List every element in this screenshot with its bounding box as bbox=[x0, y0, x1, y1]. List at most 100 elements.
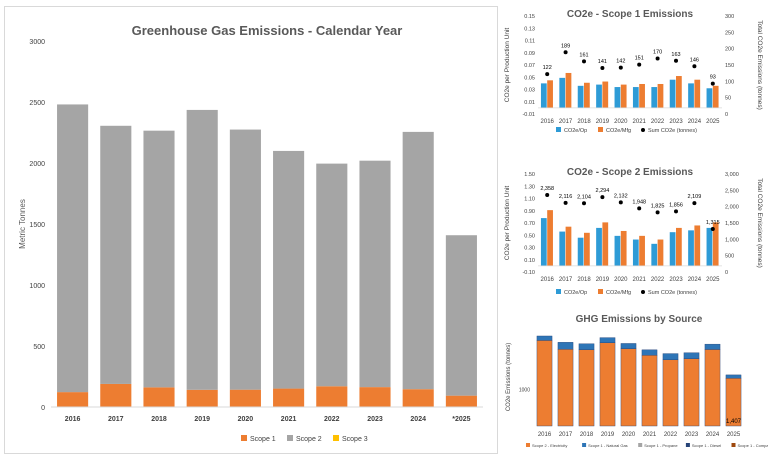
y-tick-label: 0.05 bbox=[524, 75, 535, 81]
y-tick-label: 1.10 bbox=[524, 197, 535, 203]
scatter-point bbox=[710, 81, 715, 86]
bar bbox=[639, 83, 645, 108]
bar-segment bbox=[641, 355, 658, 427]
scatter-point bbox=[692, 64, 697, 69]
legend-swatch bbox=[333, 435, 339, 441]
y-tick-label: 1000 bbox=[29, 283, 45, 290]
y2-tick-label: 2,500 bbox=[725, 188, 739, 194]
bar-segment bbox=[704, 349, 721, 427]
legend-label: Scope 2 bbox=[296, 436, 322, 443]
x-tick-label: 2024 bbox=[410, 416, 426, 423]
x-tick-label: 2018 bbox=[151, 416, 167, 423]
bar-segment bbox=[578, 349, 595, 427]
bar bbox=[712, 85, 719, 108]
bar bbox=[584, 232, 590, 266]
bar-segment bbox=[143, 130, 175, 388]
scatter-point bbox=[545, 72, 550, 77]
bar bbox=[565, 72, 572, 108]
bar-segment bbox=[536, 335, 553, 341]
x-tick-label: 2020 bbox=[614, 277, 628, 283]
y2-tick-label: 300 bbox=[725, 14, 734, 20]
y-tick-label: 0.10 bbox=[524, 258, 535, 264]
legend-swatch bbox=[731, 443, 736, 447]
y2-tick-label: 200 bbox=[725, 47, 734, 53]
x-tick-label: 2024 bbox=[688, 119, 702, 125]
y-tick-label: 1.50 bbox=[524, 172, 535, 178]
bar bbox=[602, 81, 609, 108]
bar-segment bbox=[445, 395, 477, 407]
bar bbox=[676, 227, 682, 266]
bar-segment bbox=[316, 163, 348, 387]
y-tick-label: 1000 bbox=[519, 388, 530, 394]
legend-label: CO2e/Mfg bbox=[606, 128, 631, 134]
legend-label: Scope 1 - Diesel bbox=[692, 443, 721, 448]
x-tick-label: 2025 bbox=[727, 432, 741, 438]
legend-swatch bbox=[526, 443, 530, 447]
x-tick-label: 2023 bbox=[685, 432, 699, 438]
x-tick-label: 2017 bbox=[559, 277, 573, 283]
legend-swatch bbox=[241, 435, 247, 441]
bar bbox=[639, 235, 645, 266]
bar-segment bbox=[620, 343, 637, 349]
legend-label: CO2e/Op bbox=[564, 290, 587, 296]
y-tick-label: -0.01 bbox=[522, 112, 535, 118]
y2-tick-label: 2,000 bbox=[725, 205, 739, 211]
source-emissions-chart: GHG Emissions by Source CO2e Emissions (t… bbox=[506, 314, 768, 448]
bar-segment bbox=[641, 349, 658, 356]
x-tick-label: 2020 bbox=[614, 119, 628, 125]
y-tick-label: 3000 bbox=[29, 39, 45, 46]
x-tick-label: 2021 bbox=[633, 119, 647, 125]
scatter-point bbox=[674, 58, 678, 63]
scatter-point bbox=[600, 195, 605, 200]
bar-segment bbox=[100, 383, 132, 407]
bar-segment bbox=[402, 389, 434, 407]
scatter-point bbox=[710, 227, 715, 232]
bar bbox=[657, 239, 664, 266]
chart-title: Greenhouse Gas Emissions - Calendar Year bbox=[132, 23, 403, 38]
bar bbox=[706, 88, 713, 108]
y2-axis-label: Total CO2e Emissions (tonnes) bbox=[756, 20, 763, 110]
bar bbox=[596, 84, 602, 108]
scatter-point bbox=[618, 200, 623, 205]
bar bbox=[565, 226, 572, 266]
bar bbox=[669, 79, 676, 108]
y-tick-label: 0 bbox=[41, 405, 45, 412]
bar bbox=[596, 227, 602, 266]
y-tick-label: 500 bbox=[33, 344, 45, 351]
y-tick-label: -0.10 bbox=[522, 270, 535, 276]
y-tick-label: 0.01 bbox=[524, 100, 535, 106]
x-tick-label: 2021 bbox=[633, 277, 647, 283]
legend-label: Sum CO2e (tonnes) bbox=[648, 290, 697, 296]
x-tick-label: 2022 bbox=[324, 416, 340, 423]
scatter-point bbox=[618, 65, 623, 70]
bar-segment bbox=[359, 387, 391, 407]
x-tick-label: 2019 bbox=[194, 416, 210, 423]
bar-segment bbox=[557, 342, 574, 350]
x-tick-label: 2022 bbox=[651, 277, 665, 283]
bar-segment bbox=[229, 389, 261, 407]
bar bbox=[547, 210, 553, 266]
y-axis-label: CO2e per Production Unit bbox=[504, 186, 511, 261]
bar-segment bbox=[578, 343, 595, 350]
y2-tick-label: 0 bbox=[725, 270, 728, 276]
bar bbox=[577, 85, 584, 108]
y-tick-label: 0.13 bbox=[524, 26, 535, 32]
x-tick-label: 2021 bbox=[643, 432, 657, 438]
bar-segment bbox=[725, 374, 742, 379]
scatter-point bbox=[637, 206, 642, 211]
y2-tick-label: 1,000 bbox=[725, 237, 739, 243]
bar bbox=[547, 80, 553, 108]
y2-tick-label: 50 bbox=[725, 96, 731, 102]
bar bbox=[651, 87, 658, 108]
scatter-point bbox=[637, 62, 642, 67]
source-chart-panel: GHG Emissions by Source CO2e Emissions (t… bbox=[500, 308, 768, 454]
bar-segment bbox=[186, 109, 218, 390]
bar bbox=[657, 83, 664, 108]
bar-segment bbox=[57, 104, 89, 393]
x-tick-label: *2025 bbox=[452, 416, 470, 423]
bar bbox=[669, 232, 676, 266]
bar bbox=[688, 83, 694, 108]
y2-tick-label: 500 bbox=[725, 254, 734, 260]
scatter-point bbox=[582, 59, 586, 64]
bar-segment bbox=[186, 389, 218, 407]
